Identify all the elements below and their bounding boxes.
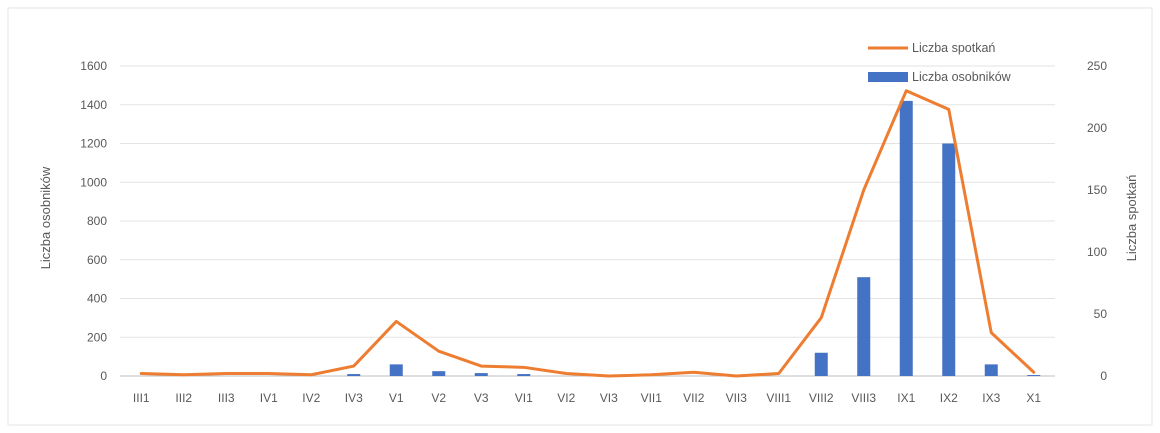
right-axis-ticks: 0 50 100 150 200 250 [1087, 59, 1107, 383]
left-tick-label: 1400 [80, 98, 107, 112]
bar [347, 374, 361, 376]
left-axis-title: Liczba osobników [38, 166, 53, 269]
left-tick-label: 600 [87, 253, 107, 267]
left-tick-label: 1000 [80, 175, 107, 189]
series-line [139, 89, 1036, 378]
gridlines [120, 65, 1055, 377]
left-axis-ticks: 0 200 400 600 800 1000 1200 1400 1600 [80, 59, 107, 383]
x-tick-label: IX1 [897, 391, 915, 405]
right-tick-label: 100 [1087, 245, 1107, 259]
left-tick-label: 200 [87, 330, 107, 344]
right-tick-label: 150 [1087, 183, 1107, 197]
right-tick-label: 50 [1094, 307, 1108, 321]
x-tick-label: V2 [431, 391, 446, 405]
bar [432, 371, 446, 376]
bar [942, 143, 956, 376]
bar-series [347, 100, 1041, 376]
left-tick-label: 800 [87, 214, 107, 228]
legend-label-line: Liczba spotkań [912, 41, 995, 55]
x-tick-label: V3 [474, 391, 489, 405]
x-tick-label: VIII1 [766, 391, 791, 405]
x-tick-label: V1 [389, 391, 404, 405]
bar [857, 277, 871, 376]
bar [1027, 375, 1041, 376]
bar [814, 352, 828, 376]
bar [389, 364, 403, 376]
left-tick-label: 0 [100, 369, 107, 383]
x-tick-label: VI3 [600, 391, 618, 405]
x-tick-label: VII3 [726, 391, 748, 405]
right-tick-label: 200 [1087, 121, 1107, 135]
x-tick-label: IX2 [940, 391, 958, 405]
bar [984, 364, 998, 376]
x-tick-label: III2 [175, 391, 192, 405]
x-tick-label: VI2 [557, 391, 575, 405]
x-tick-label: III1 [133, 391, 150, 405]
right-tick-label: 250 [1087, 59, 1107, 73]
bar [517, 374, 531, 376]
right-axis-title: Liczba spotkań [1124, 175, 1139, 262]
x-tick-label: IX3 [982, 391, 1000, 405]
x-tick-label: VIII2 [809, 391, 834, 405]
legend-bar-swatch [868, 72, 908, 82]
left-tick-label: 400 [87, 292, 107, 306]
x-tick-label: IV3 [345, 391, 363, 405]
x-tick-label: III3 [218, 391, 235, 405]
x-tick-label: VIII3 [851, 391, 876, 405]
line-series [139, 89, 1036, 378]
bar [474, 373, 488, 376]
x-tick-label: X1 [1026, 391, 1041, 405]
right-tick-label: 0 [1100, 369, 1107, 383]
legend-label-bar: Liczba osobników [912, 70, 1012, 84]
x-tick-label: VI1 [515, 391, 533, 405]
x-tick-label: VII1 [641, 391, 663, 405]
x-tick-label: IV2 [302, 391, 320, 405]
x-tick-label: VII2 [683, 391, 705, 405]
legend: Liczba spotkań Liczba osobników [868, 41, 1012, 84]
x-tick-label: IV1 [260, 391, 278, 405]
left-tick-label: 1600 [80, 59, 107, 73]
chart-border [7, 7, 1153, 426]
left-tick-label: 1200 [80, 137, 107, 151]
bar [899, 100, 913, 376]
x-axis-ticks: III1 III2 III3 IV1 IV2 IV3 V1 V2 V3 VI1 VI2 VI3 VII1… [133, 391, 1042, 405]
